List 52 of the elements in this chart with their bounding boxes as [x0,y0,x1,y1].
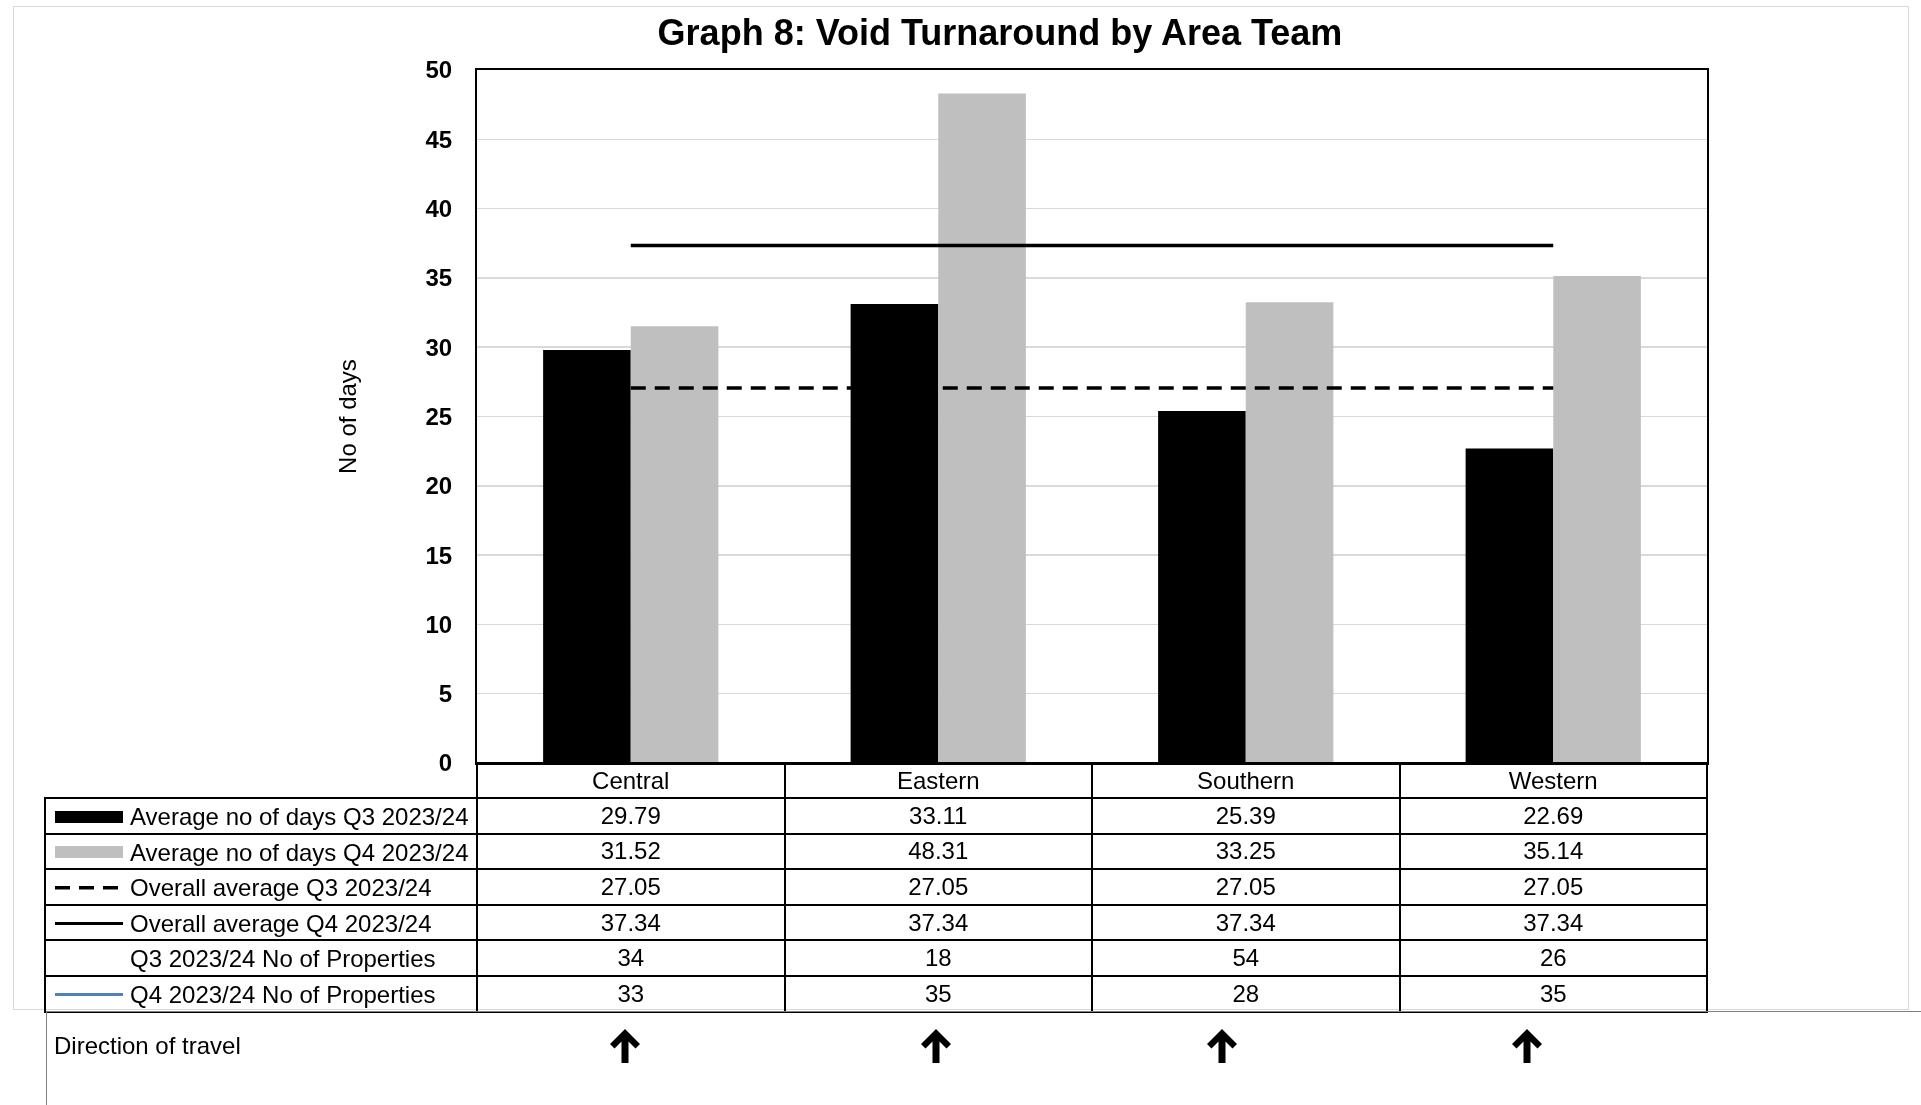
legend-label: Average no of days Q3 2023/24 [130,802,469,830]
data-label: 31.52 [477,833,785,870]
y-tick-label: Q3 2023/24 No of Properties [130,945,436,972]
data-label: 37.34 [1399,904,1707,941]
x-tick-label: Western [1399,763,1707,798]
data-label: 35.14 [1399,833,1707,870]
y-tick-label: 20 [425,472,453,500]
bar [1553,275,1641,763]
y-tick-label: 0 [438,749,453,777]
data-label: 33.25 [1092,833,1400,870]
text: Direction of travel [54,1031,241,1060]
data-label: 37.34 [1092,904,1400,941]
x-tick-label: Central [477,763,785,798]
data-label: 27.05 [784,869,1092,905]
bar [630,326,719,763]
y-axis-title: No of days [334,359,362,474]
chart-title: Graph 8: Void Turnaround by Area Team [657,11,1343,53]
data-label: 28 [1092,975,1400,1012]
y-tick-label: 30 [425,333,453,361]
y-tick-label: 50 [425,56,453,84]
data-label: 48.31 [784,833,1092,870]
data-label: 27.05 [477,869,785,905]
data-label: 25.39 [1092,798,1400,834]
data-label: 27.05 [1092,869,1400,905]
y-tick-label: 35 [425,264,453,292]
data-label: 34 [477,940,785,976]
y-tick-label: 45 [425,125,453,153]
bar [1245,302,1334,763]
y-tick-label: 5 [438,680,453,708]
bar [938,93,1026,763]
data-label: 27.05 [1399,869,1707,905]
data-label: 29.79 [477,798,785,834]
data-label: 22.69 [1399,798,1707,834]
data-label: 26 [1399,940,1707,976]
data-label: 33 [477,975,785,1012]
data-label: 33.11 [784,798,1092,834]
legend-label: Overall average Q4 2023/24 [130,909,432,937]
y-tick-label: 25 [425,402,453,430]
legend-label: Average no of days Q4 2023/24 [130,838,469,866]
data-label: 37.34 [784,904,1092,941]
y-tick-label: Q4 2023/24 No of Properties [130,980,436,1008]
legend-label: Overall average Q3 2023/24 [130,873,432,901]
y-tick-label: 10 [425,610,453,638]
x-tick-label: Southern [1092,763,1400,798]
data-label: 54 [1092,940,1400,976]
y-tick-label: 15 [425,541,453,569]
x-tick-label: Eastern [784,763,1092,798]
data-label: 35 [784,975,1092,1012]
y-tick-label: 40 [425,195,453,222]
data-label: 37.34 [477,904,785,941]
data-label: 35 [1399,975,1707,1012]
data-label: 18 [784,940,1092,976]
